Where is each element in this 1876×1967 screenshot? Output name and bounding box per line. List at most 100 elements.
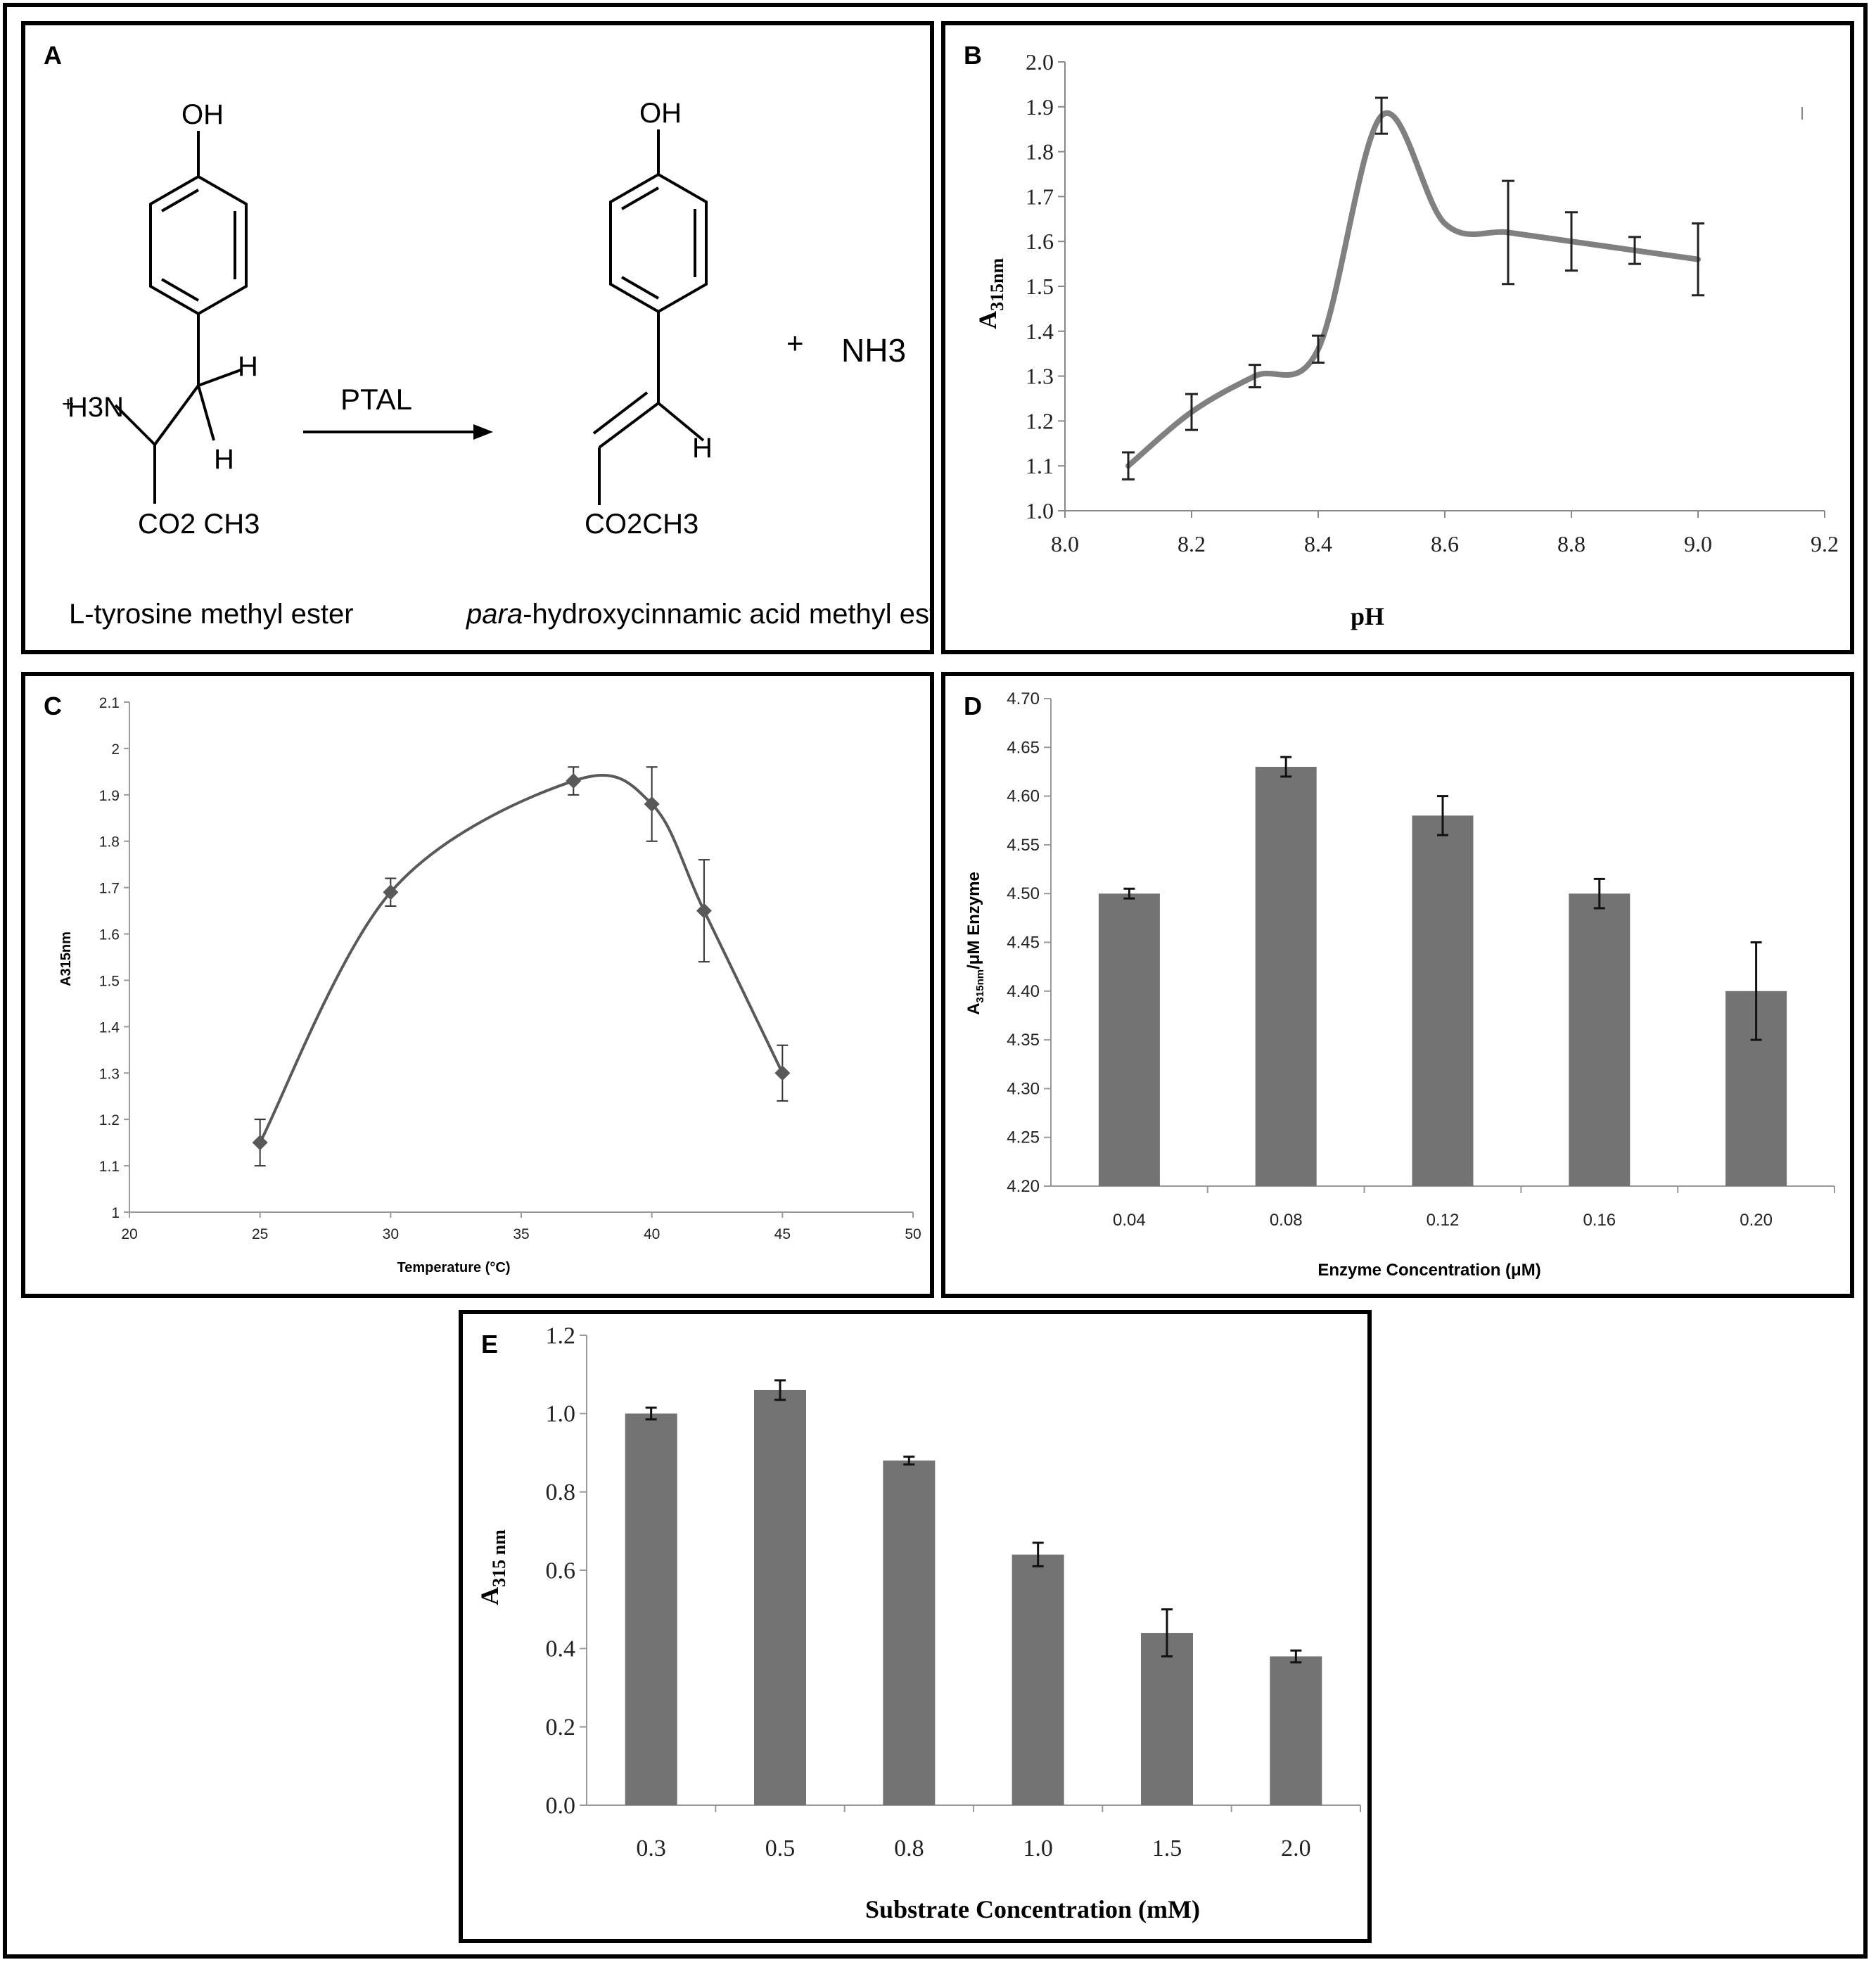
x-tick-label: 0.08 xyxy=(1270,1211,1303,1230)
y-tick-label: 1.8 xyxy=(99,834,120,851)
arrow-head-icon xyxy=(473,424,493,440)
x-tick-label: 0.8 xyxy=(894,1835,924,1861)
x-tick-label: 30 xyxy=(383,1226,399,1242)
y-tick-label: 1.5 xyxy=(99,973,120,989)
y-tick-label: 4.30 xyxy=(1007,1079,1040,1098)
y-axis-title: A315nm xyxy=(974,258,1007,329)
y-tick-label: 1 xyxy=(111,1205,120,1221)
data-point-diamond xyxy=(566,773,582,789)
x-tick-label: 2.0 xyxy=(1281,1835,1311,1861)
x-tick-label: 9.2 xyxy=(1811,531,1839,556)
x-axis-title: Enzyme Concentration (μM) xyxy=(1317,1261,1540,1280)
tyrosine-ester-structure xyxy=(114,131,483,504)
x-axis-title: pH xyxy=(1351,602,1384,630)
bar xyxy=(1270,1656,1322,1805)
temperature-chart-svg: 1 1.1 1.2 1.3 1.4 1.5 1.6 1.7 1.8 1.9 2 2.1 20 25 30 35… xyxy=(58,695,921,1275)
y-tick-label: 1.6 xyxy=(1026,229,1054,254)
bar xyxy=(1141,1633,1193,1805)
y-tick-label: 1.8 xyxy=(1026,139,1054,165)
y-axis-title: A315nm/μM Enzyme xyxy=(964,872,986,1015)
temperature-data-line xyxy=(258,774,784,1144)
amine-charge-plus: + xyxy=(62,393,75,416)
x-axis-title: Substrate Concentration (mM) xyxy=(865,1895,1200,1923)
data-point-diamond xyxy=(383,884,399,900)
bar xyxy=(883,1460,936,1805)
y-tick-label: 1.2 xyxy=(1026,408,1054,433)
plus-sign: + xyxy=(786,326,804,359)
panel-b-ph-chart: B 1.0 1.1 1.2 1.3 1.4 1.5 1.6 1.7 1.8 1.9 2.0 8.0 8.… xyxy=(941,21,1854,654)
x-tick-label: 8.0 xyxy=(1051,531,1079,556)
panel-label-c: C xyxy=(44,692,62,720)
y-tick-label: 4.65 xyxy=(1007,738,1040,757)
bar xyxy=(754,1389,806,1805)
x-tick-label: 45 xyxy=(774,1226,791,1242)
hydroxyl-label-right: OH xyxy=(639,98,682,129)
product-name: para-hydroxycinnamic acid methyl ester xyxy=(466,599,930,630)
y-tick-label: 1.5 xyxy=(1026,274,1054,299)
enzyme-label: PTAL xyxy=(340,383,412,416)
substrate-chart-svg: 0.0 0.2 0.4 0.6 0.8 1.0 1.2 0.3 0.5 0.8 1.0 1.5 2.0 S… xyxy=(476,1323,1361,1923)
x-tick-label: 9.0 xyxy=(1684,531,1712,556)
y-tick-label: 1.4 xyxy=(1026,319,1054,344)
substrate-name: L-tyrosine methyl ester xyxy=(69,599,354,630)
y-tick-label: 4.60 xyxy=(1007,787,1040,806)
y-tick-label: 1.6 xyxy=(99,927,120,943)
x-tick-label: 1.0 xyxy=(1023,1835,1053,1861)
y-tick-label: 1.7 xyxy=(1026,184,1054,209)
y-tick-label: 0.8 xyxy=(546,1479,576,1506)
y-tick-label: 0.0 xyxy=(546,1793,576,1819)
hydrogen-label-alkene: H xyxy=(692,433,713,464)
hydroxyl-label-left: OH xyxy=(181,99,224,130)
y-tick-label: 1.9 xyxy=(99,788,120,804)
hydrogen-label-top: H xyxy=(238,351,258,382)
ph-chart-svg: 1.0 1.1 1.2 1.3 1.4 1.5 1.6 1.7 1.8 1.9 2.0 8.0 8.2 8… xyxy=(974,49,1839,630)
hydrogen-label-bottom: H xyxy=(214,444,234,475)
y-tick-label: 1.0 xyxy=(546,1401,576,1427)
y-tick-label: 4.20 xyxy=(1007,1177,1040,1196)
panel-label-e: E xyxy=(481,1330,499,1358)
bar xyxy=(625,1413,677,1805)
panel-label-d: D xyxy=(964,692,982,720)
amine-label: H3N xyxy=(68,392,124,423)
y-tick-label: 2 xyxy=(111,741,120,758)
y-tick-label: 4.50 xyxy=(1007,884,1040,903)
y-tick-label: 0.4 xyxy=(546,1636,576,1662)
y-tick-label: 2.0 xyxy=(1026,49,1054,75)
x-tick-label: 1.5 xyxy=(1152,1835,1182,1861)
reaction-scheme-drawing: OH OH + H3N H H CO2 CH3 PTAL H CO2CH3 + … xyxy=(62,98,930,630)
ester-label-left: CO2 CH3 xyxy=(138,509,260,540)
x-tick-label: 20 xyxy=(121,1226,137,1242)
y-tick-label: 0.2 xyxy=(546,1714,576,1740)
y-tick-label: 1.1 xyxy=(99,1159,120,1175)
bar xyxy=(1412,815,1474,1186)
x-tick-label: 25 xyxy=(252,1226,268,1242)
panel-d-enzyme-chart: D 4.20 4.25 4.30 4.35 4.40 4.45 4.50 4.55 4.60 4.… xyxy=(941,672,1854,1298)
x-tick-label: 0.20 xyxy=(1740,1211,1773,1230)
panel-label-a: A xyxy=(44,41,62,70)
x-tick-label: 35 xyxy=(513,1226,529,1242)
x-tick-label: 0.5 xyxy=(765,1835,796,1861)
y-tick-label: 4.55 xyxy=(1007,836,1040,855)
data-point-diamond xyxy=(644,796,660,812)
x-tick-label: 8.6 xyxy=(1431,531,1459,556)
x-tick-label: 8.2 xyxy=(1178,531,1206,556)
bar xyxy=(1098,893,1160,1186)
bar xyxy=(1569,893,1631,1186)
y-tick-label: 1.3 xyxy=(1026,364,1054,389)
y-tick-label: 0.6 xyxy=(546,1558,576,1584)
data-point-diamond xyxy=(252,1135,268,1151)
data-point-diamond xyxy=(696,903,712,919)
y-tick-label: 1.2 xyxy=(99,1112,120,1128)
x-tick-label: 0.04 xyxy=(1113,1211,1146,1230)
panel-label-b: B xyxy=(964,41,982,70)
panel-c-temperature-chart: C 1 1.1 1.2 1.3 1.4 1.5 1.6 1.7 1.8 1.9 2 2.1 20 25 30… xyxy=(21,672,934,1298)
y-tick-label: 4.45 xyxy=(1007,934,1040,953)
y-tick-label: 1.7 xyxy=(99,881,120,897)
enzyme-chart-svg: 4.20 4.25 4.30 4.35 4.40 4.45 4.50 4.55 4.60 4.65… xyxy=(964,689,1835,1280)
y-tick-label: 1.9 xyxy=(1026,94,1054,120)
x-tick-label: 0.16 xyxy=(1583,1211,1616,1230)
y-tick-label: 4.25 xyxy=(1007,1128,1040,1147)
panel-e-substrate-chart: E 0.0 0.2 0.4 0.6 0.8 1.0 1.2 0.3 0.5 0.8 1.0 1.5 2.… xyxy=(459,1310,1372,1943)
x-tick-label: 0.3 xyxy=(636,1835,666,1861)
data-point-diamond xyxy=(774,1065,791,1081)
